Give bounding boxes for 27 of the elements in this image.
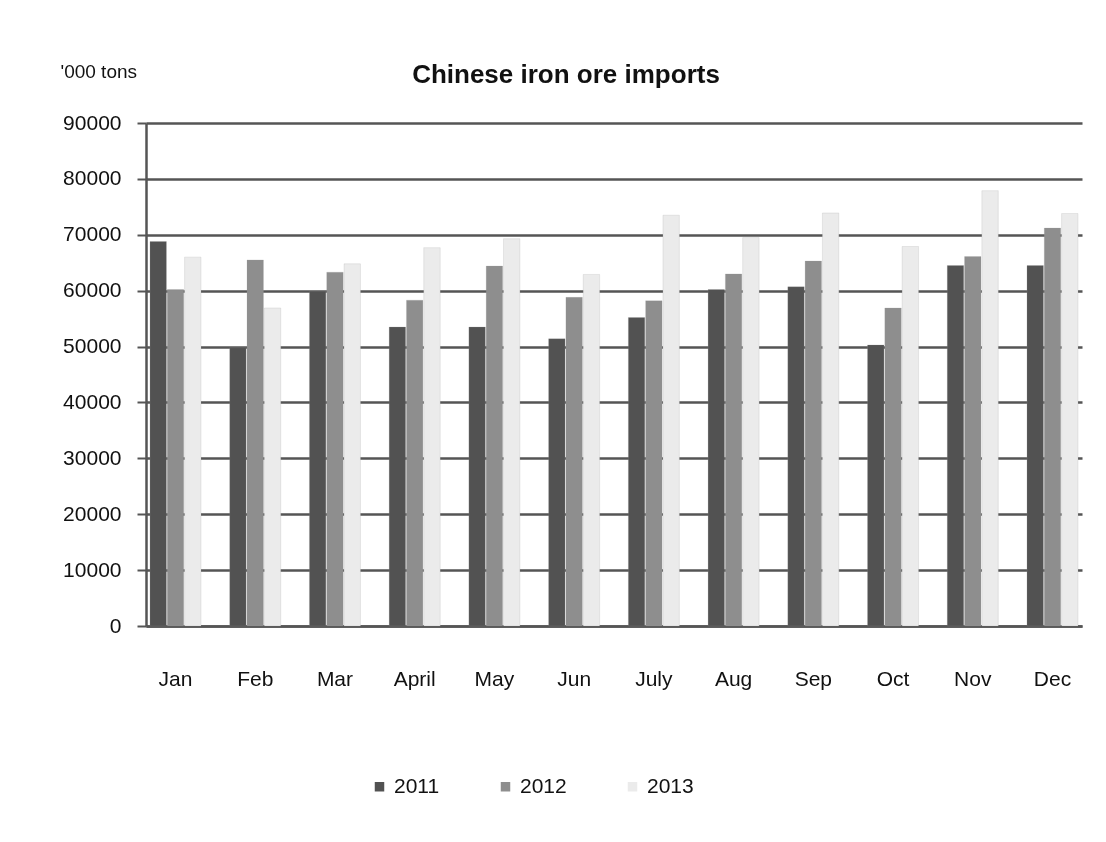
y-tick-label: 60000 — [63, 278, 122, 302]
y-tick-label: 50000 — [63, 334, 122, 358]
y-axis-title: '000 tons — [60, 60, 138, 82]
y-tick-label: 70000 — [63, 222, 122, 246]
legend-label: 2013 — [647, 773, 694, 797]
x-tick-label: Feb — [237, 666, 274, 690]
x-tick-label: Dec — [1033, 666, 1072, 690]
chart-title: Chinese iron ore imports — [412, 59, 720, 89]
x-tick-label: Jun — [557, 666, 592, 690]
y-tick-label: 40000 — [63, 389, 122, 413]
x-tick-label: Nov — [954, 666, 992, 690]
y-tick-label: 0 — [109, 613, 122, 637]
legend-label: 2012 — [520, 773, 567, 797]
x-tick-label: Sep — [794, 666, 833, 690]
x-tick-label: Oct — [876, 666, 910, 690]
x-tick-label: Aug — [714, 666, 753, 690]
x-tick-label: May — [474, 666, 515, 690]
y-tick-label: 80000 — [63, 166, 122, 190]
x-tick-label: Jan — [158, 666, 193, 690]
x-tick-label: July — [635, 666, 674, 690]
y-tick-label: 20000 — [63, 501, 122, 525]
legend-label: 2011 — [394, 773, 440, 797]
y-tick-label: 30000 — [63, 445, 122, 469]
y-tick-label: 90000 — [63, 110, 122, 134]
x-tick-label: Mar — [316, 666, 354, 690]
y-tick-label: 10000 — [63, 557, 122, 581]
x-tick-label: April — [393, 666, 436, 690]
